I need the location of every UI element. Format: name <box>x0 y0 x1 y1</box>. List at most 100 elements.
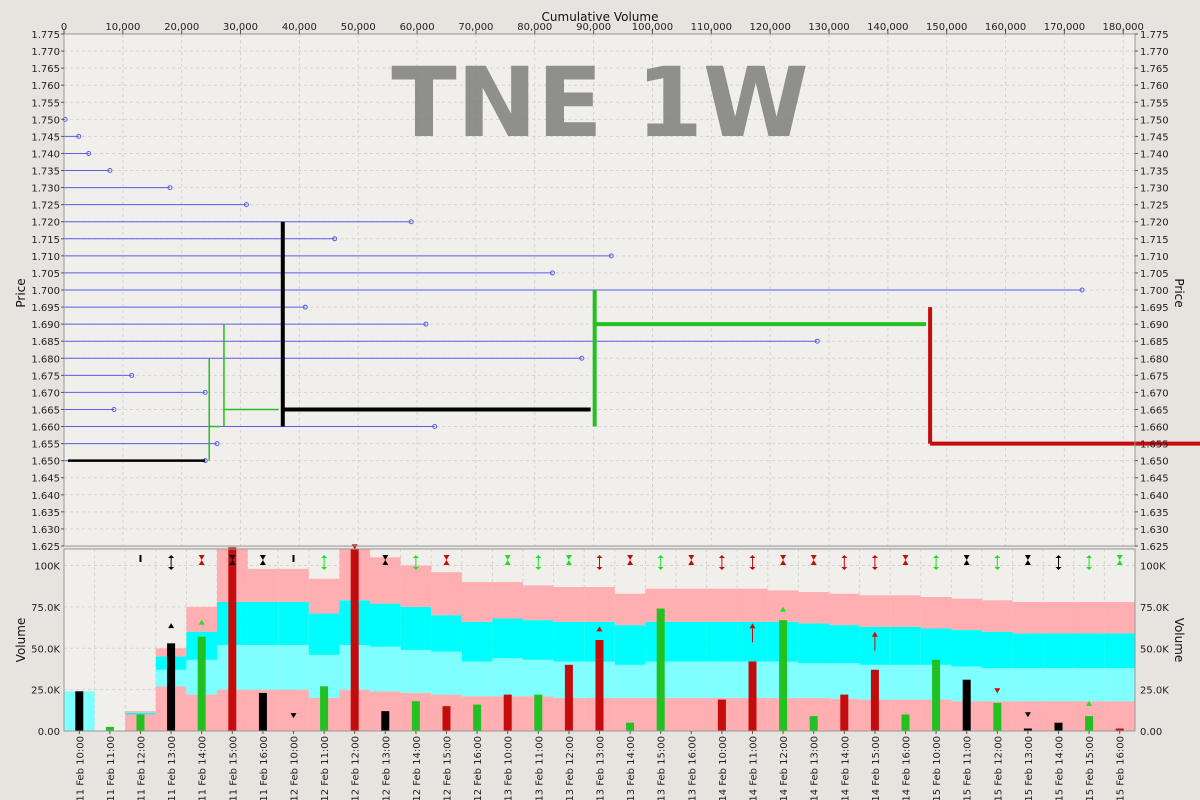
volume-band <box>1043 601 1074 634</box>
volume-axis-title-left: Volume <box>14 618 28 663</box>
volume-bar <box>136 714 145 731</box>
volume-band <box>308 613 340 655</box>
volume-at-price-dot <box>1079 287 1085 293</box>
x-tick-label: 40,000 <box>282 22 317 33</box>
volume-at-price-dot <box>549 270 555 276</box>
signal-hourglass <box>688 555 695 565</box>
time-tick-label: 12 Feb 12:00 <box>351 736 362 800</box>
volume-band <box>676 661 707 698</box>
x-tick-label: 100,000 <box>632 22 673 33</box>
price-tick-label-left: 1.710 <box>31 252 60 263</box>
volume-bar <box>1023 728 1032 731</box>
price-tick-label-left: 1.685 <box>31 337 60 348</box>
price-tick-label-right: 1.665 <box>1140 405 1169 416</box>
volume-band <box>278 568 309 602</box>
volume-band <box>920 628 952 665</box>
volume-band <box>400 649 432 693</box>
signal-hourglass <box>259 555 266 565</box>
x-tick-label: 150,000 <box>926 22 967 33</box>
time-tick-label: 11 Feb 10:00 <box>75 736 86 800</box>
volume-bar <box>350 549 359 731</box>
volume-band <box>1104 633 1135 669</box>
time-tick-label: 13 Feb 12:00 <box>565 736 576 800</box>
volume-band <box>400 606 432 650</box>
signal-hourglass <box>902 555 909 565</box>
volume-bar <box>932 659 941 731</box>
volume-band <box>890 664 921 700</box>
price-tick-label-left: 1.740 <box>31 149 60 160</box>
volume-band <box>982 631 1013 669</box>
volume-band <box>308 578 340 614</box>
price-tick-label-left: 1.695 <box>31 303 60 314</box>
volume-band <box>1012 601 1044 634</box>
volume-bar <box>626 722 635 731</box>
volume-band <box>798 592 829 624</box>
x-tick-label: 170,000 <box>1044 22 1085 33</box>
x-tick-label: 180,000 <box>1103 22 1144 33</box>
volume-at-price-dot <box>408 219 414 225</box>
price-tick-label-right: 1.660 <box>1140 423 1169 434</box>
time-tick-label: 13 Feb 14:00 <box>626 736 637 800</box>
volume-tick-label-left: 25.0K <box>31 686 60 697</box>
time-tick-label: 15 Feb 15:00 <box>1085 736 1096 800</box>
x-tick-label: 140,000 <box>867 22 908 33</box>
time-tick-label: 14 Feb 12:00 <box>779 736 790 800</box>
price-tick-label-left: 1.665 <box>31 405 60 416</box>
price-tick-label-left: 1.680 <box>31 354 60 365</box>
price-tick-label-right: 1.750 <box>1140 115 1169 126</box>
price-tick-label-left: 1.675 <box>31 371 60 382</box>
volume-tick-label-left: 0.00 <box>38 727 60 738</box>
volume-bar <box>534 694 543 731</box>
time-tick-label: 13 Feb 16:00 <box>687 736 698 800</box>
volume-tick-label-right: 0.00 <box>1140 727 1162 738</box>
volume-tick-label-right: 75.0K <box>1140 603 1169 614</box>
volume-bar <box>779 620 788 731</box>
price-tick-label-right: 1.645 <box>1140 474 1169 485</box>
volume-bar <box>75 691 84 731</box>
volume-band <box>890 595 921 627</box>
volume-band <box>1043 668 1074 702</box>
volume-band <box>125 712 156 715</box>
price-tick-label-left: 1.655 <box>31 440 60 451</box>
price-tick-label-left: 1.755 <box>31 98 60 109</box>
volume-at-price-dot <box>167 185 173 191</box>
volume-band <box>431 651 462 695</box>
x-tick-label: 80,000 <box>517 22 552 33</box>
volume-band <box>614 593 646 626</box>
time-tick-label: 12 Feb 15:00 <box>443 736 454 800</box>
top-axis-title: Cumulative Volume <box>542 10 659 24</box>
volume-at-price-dot <box>608 253 614 259</box>
price-tick-label-left: 1.630 <box>31 525 60 536</box>
volume-at-price-dot <box>214 441 220 447</box>
price-tick-label-right: 1.745 <box>1140 132 1169 143</box>
volume-bar <box>503 694 512 731</box>
volume-band <box>951 630 982 667</box>
volume-bar <box>105 726 114 731</box>
x-tick-label: 160,000 <box>985 22 1026 33</box>
price-tick-label-left: 1.770 <box>31 47 60 58</box>
signal-hourglass <box>229 555 236 565</box>
price-tick-label-right: 1.670 <box>1140 388 1169 399</box>
time-tick-label: 15 Feb 12:00 <box>993 736 1004 800</box>
price-axis-title-right: Price <box>1172 278 1186 307</box>
volume-band <box>492 618 523 659</box>
volume-band <box>829 663 860 699</box>
volume-band <box>859 595 891 627</box>
price-tick-label-left: 1.715 <box>31 235 60 246</box>
price-tick-label-left: 1.690 <box>31 320 60 331</box>
volume-band <box>676 621 707 662</box>
time-tick-label: 11 Feb 11:00 <box>106 736 117 800</box>
volume-band <box>614 625 646 665</box>
time-tick-label: 14 Feb 13:00 <box>810 736 821 800</box>
volume-band <box>186 606 217 632</box>
volume-band <box>431 615 462 652</box>
time-tick-label: 13 Feb 10:00 <box>504 736 515 800</box>
time-tick-label: 12 Feb 11:00 <box>320 736 331 800</box>
price-tick-label-right: 1.715 <box>1140 235 1169 246</box>
x-tick-label: 130,000 <box>808 22 849 33</box>
volume-band <box>1043 633 1074 669</box>
signal-hourglass <box>1024 555 1031 565</box>
volume-band <box>1073 601 1105 634</box>
marker-uparrow <box>749 623 756 629</box>
